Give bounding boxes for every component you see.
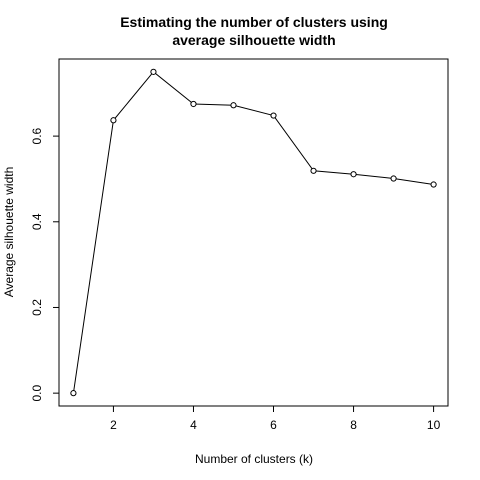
data-point [110,117,117,124]
y-tick-label: 0.0 [30,384,44,401]
data-point [350,171,357,178]
x-tick-label: 2 [110,418,117,432]
y-tick-label: 0.6 [30,127,44,144]
data-point [270,112,277,119]
x-tick-label: 10 [427,418,441,432]
data-point [310,167,317,174]
data-point [70,390,77,397]
y-tick-label: 0.4 [30,213,44,230]
x-axis: 2 4 6 8 10 [110,406,441,432]
x-axis-label: Number of clusters (k) [195,452,313,466]
chart-title-line-2: average silhouette width [172,32,335,48]
y-axis: 0.0 0.2 0.4 0.6 [30,127,59,401]
series-silhouette [70,68,437,397]
y-tick-label: 0.2 [30,299,44,316]
data-point [390,175,397,182]
x-tick-label: 4 [190,418,197,432]
series-line [72,71,434,394]
data-point [230,102,237,109]
data-point [430,181,437,188]
x-tick-label: 6 [270,418,277,432]
data-point-optimal [150,68,157,75]
chart-title-line-1: Estimating the number of clusters using [120,14,388,30]
y-axis-label: Average silhouette width [2,167,16,298]
data-point [190,100,197,108]
plot-area [58,58,449,407]
x-tick-label: 8 [350,418,357,432]
